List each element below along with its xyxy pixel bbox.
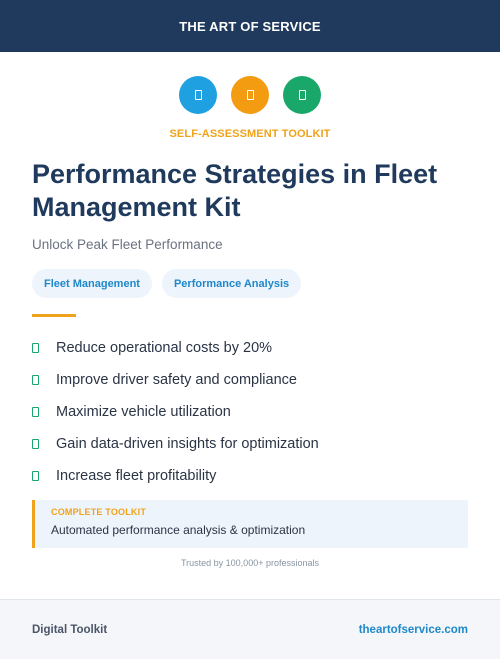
- benefit-text: Increase fleet profitability: [56, 468, 217, 484]
- check-icon: [32, 375, 39, 385]
- brand-title: THE ART OF SERVICE: [179, 18, 321, 34]
- benefit-item: Improve driver safety and compliance: [32, 364, 319, 396]
- benefit-text: Reduce operational costs by 20%: [56, 340, 273, 356]
- document-icon: [179, 76, 217, 114]
- document-glyph-icon: [298, 90, 306, 100]
- toolkit-callout: COMPLETE TOOLKIT Automated performance a…: [32, 500, 468, 548]
- benefit-item: Increase fleet profitability: [32, 460, 319, 492]
- callout-label: COMPLETE TOOLKIT: [51, 507, 147, 517]
- document-icon: [283, 76, 321, 114]
- document-icon: [231, 76, 269, 114]
- accent-divider: [32, 314, 76, 317]
- document-glyph-icon: [246, 90, 254, 100]
- check-icon: [32, 439, 39, 449]
- kicker-label: SELF-ASSESSMENT TOOLKIT: [169, 128, 331, 140]
- trusted-note: Trusted by 100,000+ professionals: [180, 558, 319, 568]
- benefit-item: Reduce operational costs by 20%: [32, 332, 319, 364]
- footer-bar: Digital Toolkit theartofservice.com: [0, 599, 500, 659]
- check-icon: [32, 471, 39, 481]
- header-bar: THE ART OF SERVICE: [0, 0, 500, 52]
- footer-label: Digital Toolkit: [32, 623, 108, 636]
- callout-text: Automated performance analysis & optimiz…: [51, 523, 306, 537]
- tag-fleet-management[interactable]: Fleet Management: [32, 269, 152, 298]
- check-icon: [32, 343, 39, 353]
- document-glyph-icon: [194, 90, 202, 100]
- tag-performance-analysis[interactable]: Performance Analysis: [161, 269, 302, 298]
- benefit-text: Improve driver safety and compliance: [56, 372, 297, 388]
- page-title: Performance Strategies in Fleet Manageme…: [32, 159, 438, 222]
- benefit-item: Gain data-driven insights for optimizati…: [32, 428, 319, 460]
- check-icon: [32, 407, 39, 417]
- benefit-list: Reduce operational costs by 20% Improve …: [32, 332, 319, 492]
- page-subtitle: Unlock Peak Fleet Performance: [32, 237, 223, 252]
- website-link[interactable]: theartofservice.com: [358, 623, 468, 636]
- icon-row: [0, 76, 500, 114]
- benefit-item: Maximize vehicle utilization: [32, 396, 319, 428]
- benefit-text: Maximize vehicle utilization: [56, 404, 231, 420]
- tag-list: Fleet Management Performance Analysis: [32, 269, 302, 298]
- benefit-text: Gain data-driven insights for optimizati…: [56, 436, 319, 452]
